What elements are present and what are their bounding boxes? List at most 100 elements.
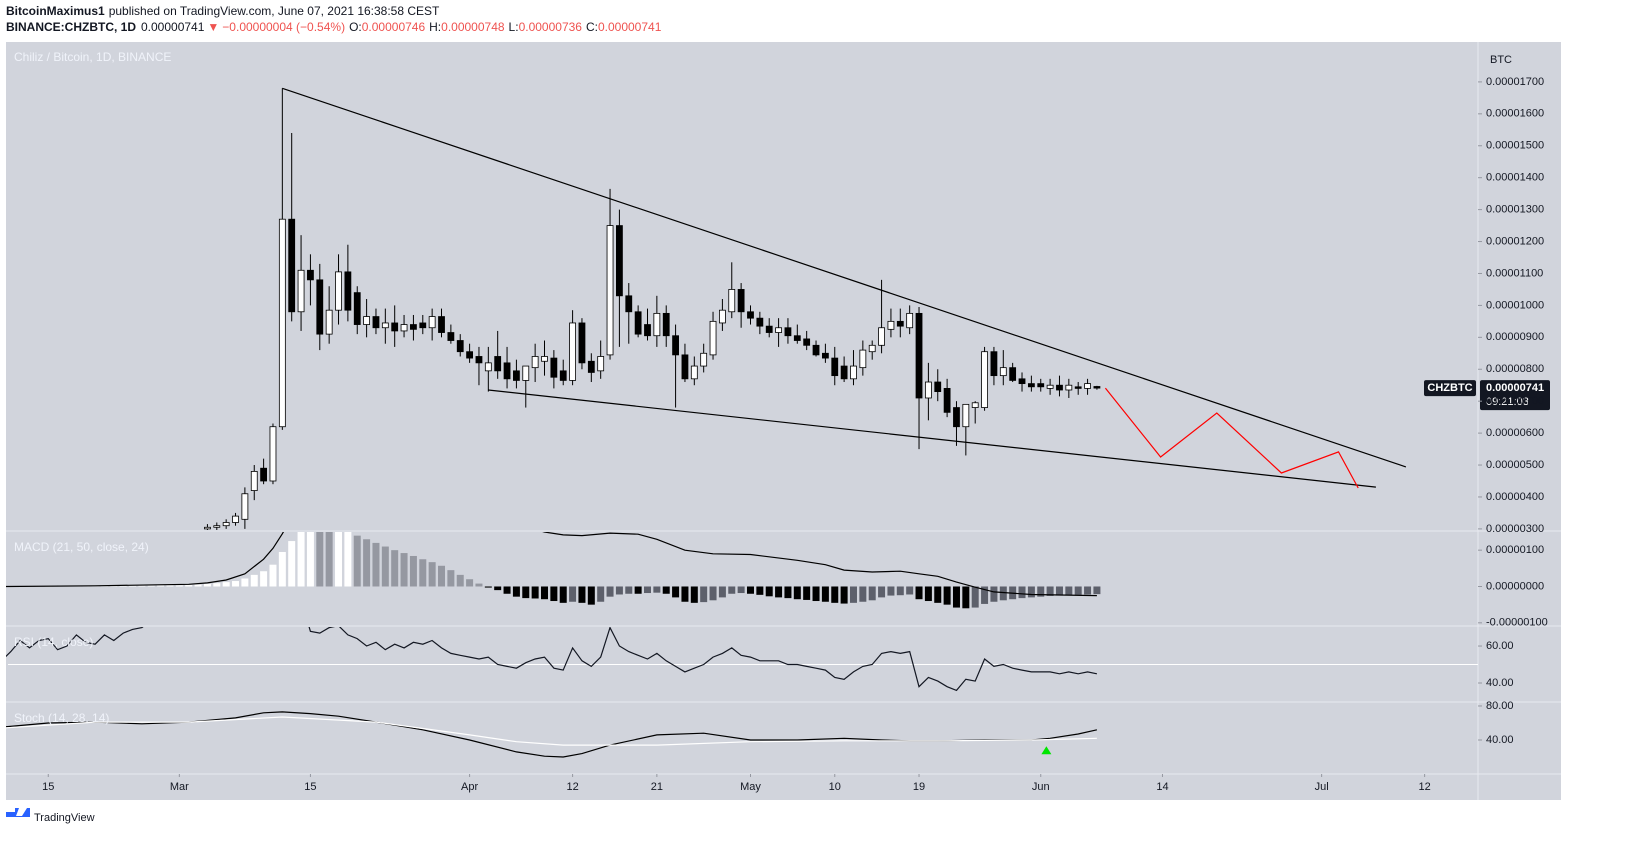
candle-body: [438, 316, 445, 333]
histogram-bar: [812, 586, 820, 602]
histogram-bar: [428, 562, 436, 587]
candle-body: [700, 352, 708, 367]
x-tick-label: 21: [651, 781, 663, 793]
close-value: 0.00000741: [598, 20, 662, 34]
histogram-bar: [522, 586, 530, 599]
histogram-bar: [222, 582, 230, 587]
histogram-bar: [250, 574, 258, 587]
y-tick-label: 60.00: [1486, 640, 1514, 652]
candle-body: [999, 367, 1007, 377]
histogram-bar: [943, 586, 951, 605]
y-tick-label: 0.00000500: [1486, 459, 1544, 471]
histogram-bar: [503, 586, 511, 594]
candle-body: [447, 332, 455, 341]
candle-body: [222, 522, 230, 527]
y-tick-label: 0.00000800: [1486, 363, 1544, 375]
histogram-bar: [147, 585, 155, 587]
histogram-bar: [138, 585, 146, 587]
open-label: O:: [349, 20, 362, 34]
candle-body: [278, 218, 286, 428]
x-tick-label: 15: [42, 781, 54, 793]
histogram-bar: [952, 586, 960, 608]
y-tick-label: 0.00000900: [1486, 331, 1544, 343]
y-tick-label: 0.00000100: [1486, 544, 1544, 556]
histogram-bar: [559, 586, 567, 603]
high-label: H:: [429, 20, 441, 34]
candle-body: [915, 312, 923, 399]
y-tick-label: 0.00000400: [1486, 491, 1544, 503]
histogram-bar: [981, 586, 989, 604]
candle-body: [204, 526, 211, 530]
histogram-bar: [325, 532, 333, 587]
candle-body: [728, 289, 736, 313]
candle-body: [419, 322, 427, 329]
pane: [204, 87, 1407, 530]
histogram-bar: [316, 532, 324, 587]
candle-body: [288, 218, 296, 313]
candle-body: [859, 349, 867, 369]
candle-body: [662, 312, 670, 337]
histogram-bar: [1084, 586, 1092, 595]
y-tick-label: 0.00001300: [1486, 204, 1544, 216]
candle-body: [344, 271, 352, 311]
histogram-bar: [681, 586, 689, 602]
y-tick-label: 0.00001400: [1486, 172, 1544, 184]
last-price-symbol-box: [1424, 380, 1476, 397]
candle-body: [316, 279, 324, 335]
candle-body: [484, 362, 492, 372]
candle-body: [1027, 383, 1035, 388]
histogram-bar: [372, 542, 380, 587]
histogram-bar: [737, 586, 745, 594]
y-tick-label: 0.00001500: [1486, 140, 1544, 152]
y-tick-label: 0.00000000: [1486, 580, 1544, 592]
y-tick-label: 40.00: [1486, 677, 1514, 689]
histogram-bar: [578, 586, 586, 603]
histogram-bar: [924, 586, 932, 602]
pane: [6, 627, 1478, 692]
y-tick-label: 0.00001700: [1486, 76, 1544, 88]
candle-body: [381, 322, 389, 329]
histogram-bar: [803, 586, 811, 600]
high-value: 0.00000748: [441, 20, 505, 34]
candle-body: [1065, 384, 1073, 391]
histogram-bar: [775, 586, 783, 598]
histogram-bar: [700, 586, 708, 603]
x-tick-label: 10: [829, 781, 841, 793]
y-tick-label: 0.00001200: [1486, 235, 1544, 247]
histogram-bar: [119, 585, 127, 587]
candle-body: [803, 338, 811, 346]
candle-body: [606, 225, 614, 356]
histogram-bar: [344, 532, 352, 587]
candle-body: [232, 515, 239, 523]
histogram-bar: [840, 586, 848, 604]
candle-body: [297, 269, 305, 313]
candle-body: [494, 356, 502, 372]
candle-body: [1037, 383, 1045, 388]
candle-body: [821, 352, 829, 359]
pane-title: MACD (21, 50, close, 24): [14, 540, 149, 554]
histogram-bar: [269, 564, 277, 587]
countdown: 09:21:03: [1486, 396, 1529, 408]
last-price-symbol: CHZBTC: [1427, 382, 1472, 394]
y-tick-label: 0.00001100: [1486, 267, 1543, 279]
histogram-bar: [934, 586, 942, 603]
histogram-bar: [690, 586, 698, 603]
x-tick-label: 12: [1419, 781, 1431, 793]
histogram-bar: [793, 586, 801, 600]
histogram-bar: [1093, 586, 1101, 595]
histogram-bar: [1037, 586, 1045, 597]
candle-body: [719, 309, 726, 324]
candle-body: [775, 327, 782, 333]
histogram-bar: [1046, 586, 1054, 596]
candle-body: [990, 351, 998, 377]
histogram-bar: [213, 583, 221, 587]
change-arrow: ▼: [207, 20, 219, 34]
histogram-bar: [1065, 586, 1073, 596]
candle-body: [962, 403, 970, 428]
candle-body: [868, 344, 876, 353]
pane: [6, 532, 1101, 609]
candle-body: [269, 426, 277, 482]
histogram-bar: [409, 555, 417, 587]
histogram-bar: [550, 586, 558, 602]
logo-text: TradingView: [34, 812, 95, 824]
